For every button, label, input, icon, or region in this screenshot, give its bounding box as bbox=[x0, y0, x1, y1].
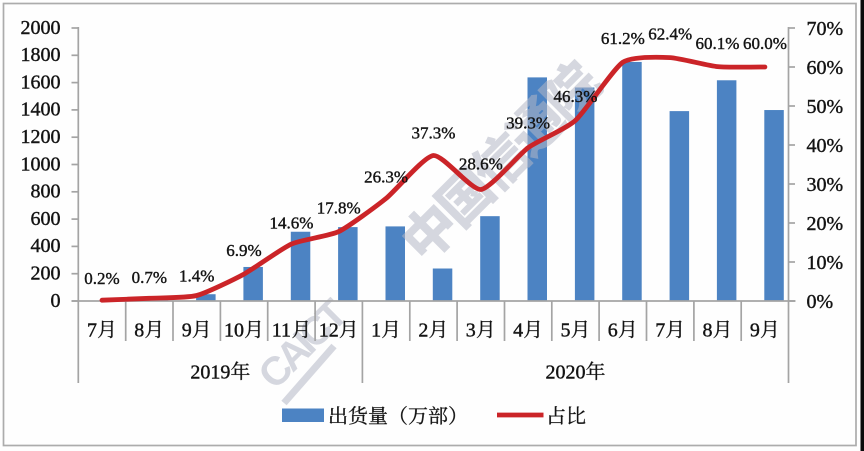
svg-text:10: 10 bbox=[224, 320, 244, 342]
svg-text:7: 7 bbox=[655, 320, 665, 342]
svg-text:1000: 1000 bbox=[21, 153, 61, 175]
svg-text:11: 11 bbox=[272, 320, 291, 342]
svg-text:0.7%: 0.7% bbox=[132, 268, 167, 287]
svg-text:1: 1 bbox=[371, 320, 381, 342]
svg-text:400: 400 bbox=[31, 235, 61, 257]
svg-text:70%: 70% bbox=[807, 18, 844, 40]
svg-text:6.9%: 6.9% bbox=[226, 241, 261, 260]
svg-text:1600: 1600 bbox=[21, 71, 61, 93]
svg-text:600: 600 bbox=[31, 208, 61, 230]
svg-text:9: 9 bbox=[182, 320, 192, 342]
svg-text:60.1%: 60.1% bbox=[696, 34, 740, 53]
svg-text:10%: 10% bbox=[807, 252, 844, 274]
svg-text:3: 3 bbox=[466, 320, 476, 342]
svg-text:40%: 40% bbox=[807, 135, 844, 157]
svg-text:1200: 1200 bbox=[21, 126, 61, 148]
svg-text:28.6%: 28.6% bbox=[459, 155, 503, 174]
svg-text:7: 7 bbox=[87, 320, 97, 342]
svg-text:60%: 60% bbox=[807, 57, 844, 79]
svg-text:2000: 2000 bbox=[21, 17, 61, 39]
svg-text:14.6%: 14.6% bbox=[269, 214, 313, 233]
svg-text:1400: 1400 bbox=[21, 99, 61, 121]
svg-text:9: 9 bbox=[750, 320, 760, 342]
svg-text:5: 5 bbox=[561, 320, 571, 342]
svg-text:30%: 30% bbox=[807, 174, 844, 196]
svg-text:0: 0 bbox=[51, 290, 61, 312]
svg-text:50%: 50% bbox=[807, 96, 844, 118]
svg-text:200: 200 bbox=[31, 263, 61, 285]
svg-text:46.3%: 46.3% bbox=[554, 87, 598, 106]
svg-text:2020: 2020 bbox=[546, 362, 586, 384]
svg-text:26.3%: 26.3% bbox=[364, 168, 408, 187]
svg-text:2: 2 bbox=[418, 320, 428, 342]
svg-text:20%: 20% bbox=[807, 213, 844, 235]
svg-text:12: 12 bbox=[319, 320, 339, 342]
svg-text:60.0%: 60.0% bbox=[743, 34, 787, 53]
svg-text:8: 8 bbox=[703, 320, 713, 342]
svg-text:2019: 2019 bbox=[190, 362, 230, 384]
svg-text:1.4%: 1.4% bbox=[179, 267, 214, 286]
svg-text:62.4%: 62.4% bbox=[648, 25, 692, 44]
svg-text:37.3%: 37.3% bbox=[411, 124, 455, 143]
svg-text:39.3%: 39.3% bbox=[506, 114, 550, 133]
svg-text:6: 6 bbox=[608, 320, 618, 342]
svg-text:800: 800 bbox=[31, 181, 61, 203]
svg-text:0%: 0% bbox=[807, 291, 834, 313]
svg-text:8: 8 bbox=[134, 320, 144, 342]
svg-text:61.2%: 61.2% bbox=[601, 29, 645, 48]
svg-text:1800: 1800 bbox=[21, 44, 61, 66]
svg-text:4: 4 bbox=[513, 320, 523, 342]
svg-text:0.2%: 0.2% bbox=[84, 269, 119, 288]
svg-text:17.8%: 17.8% bbox=[317, 199, 361, 218]
